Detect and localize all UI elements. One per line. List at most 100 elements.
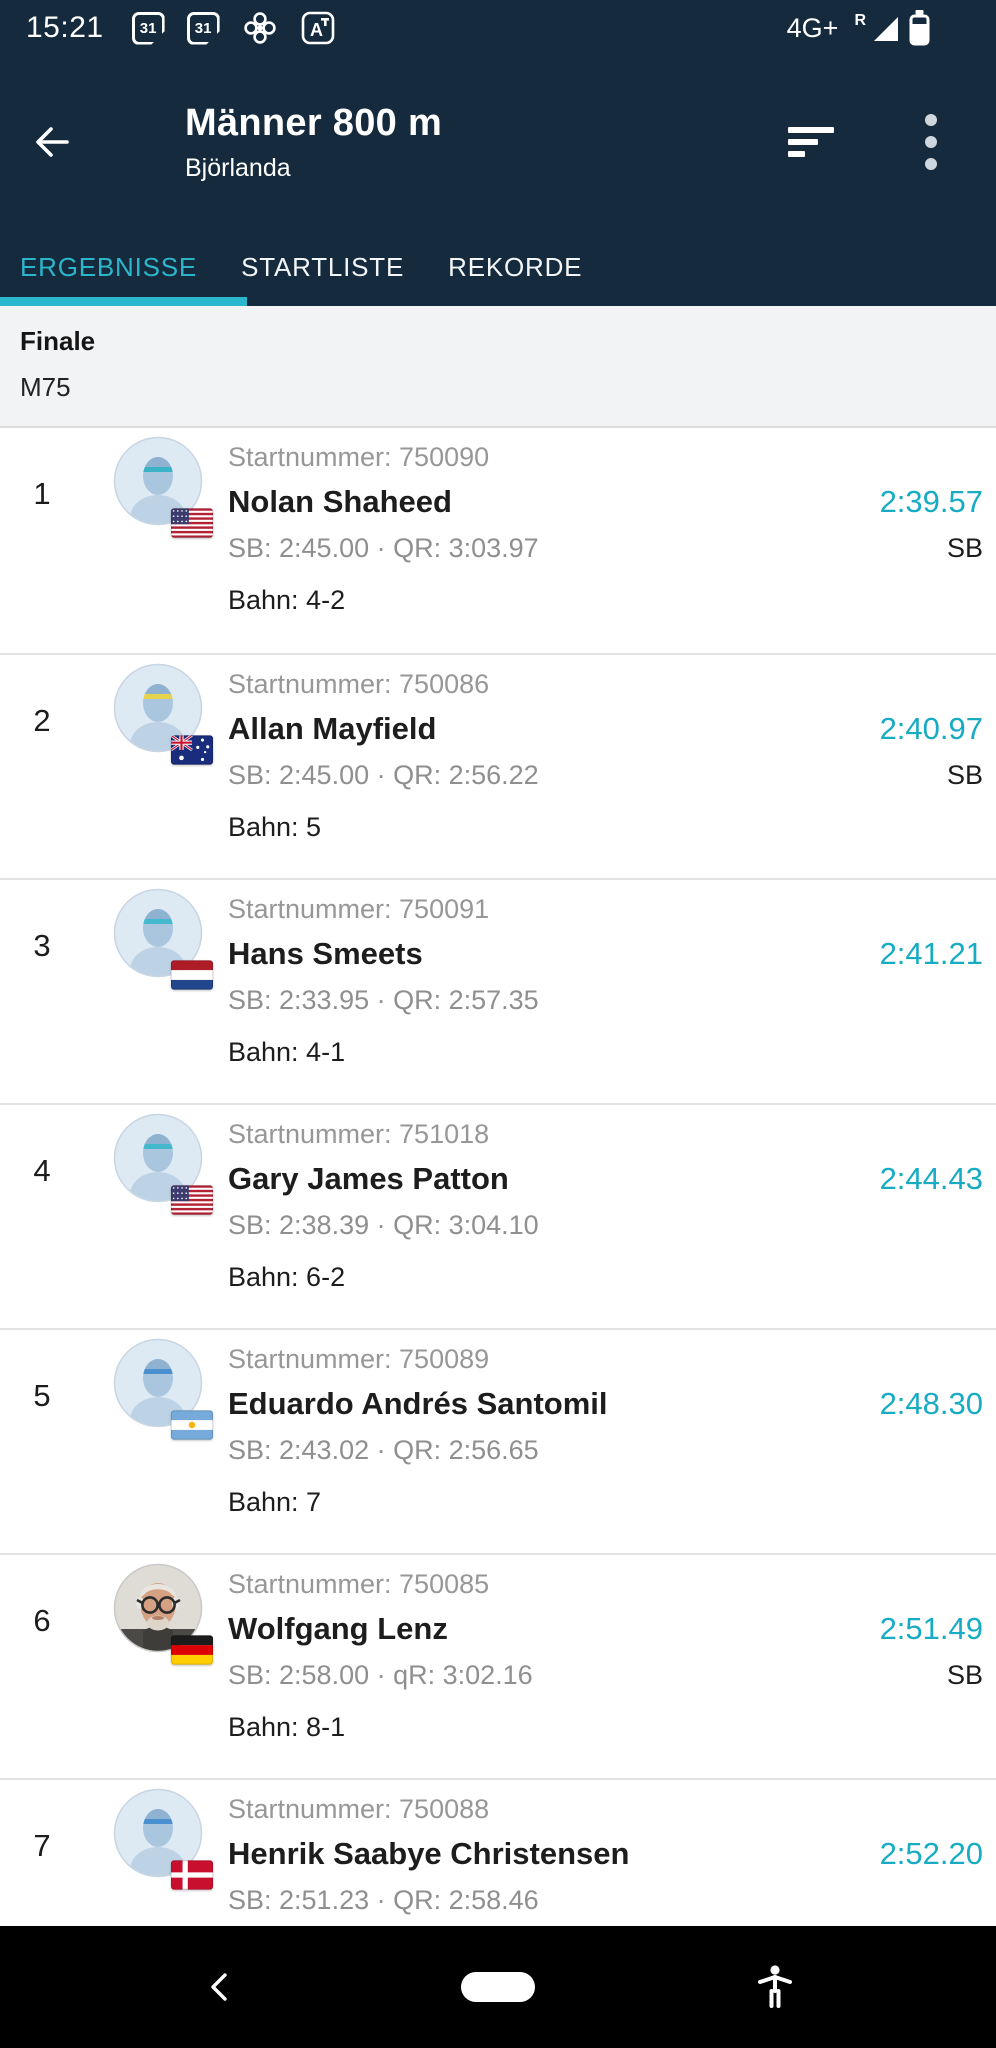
result-row[interactable]: 3 Startnummer: 750091 Hans Smeets 2:41.2… [0, 878, 996, 1103]
sb-qr-detail: SB: 2:43.02 · QR: 2:56.65 [228, 1435, 539, 1465]
lane: Bahn: 6-2 [228, 1262, 346, 1292]
lane: Bahn: 4-1 [228, 1037, 346, 1067]
avatar-image [113, 1338, 203, 1432]
country-flag-icon [171, 508, 213, 538]
start-number: Startnummer: 750089 [228, 1344, 490, 1374]
athlete-name: Allan Mayfield [228, 711, 437, 746]
result-row[interactable]: 2 Startnummer: 750086 Allan Mayfield 2:4… [0, 653, 996, 878]
tab-rekorde[interactable]: REKORDE [448, 251, 583, 282]
avatar-image [113, 1788, 203, 1882]
rank: 5 [33, 1378, 51, 1413]
start-number: Startnummer: 750085 [228, 1569, 490, 1599]
back-button[interactable] [24, 114, 80, 170]
app-bar: Männer 800 m Björlanda [0, 56, 996, 228]
tab-startliste[interactable]: STARTLISTE [241, 251, 405, 282]
time-note-badge: SB [946, 533, 983, 563]
rank: 3 [33, 928, 51, 963]
sb-qr-detail: SB: 2:45.00 · QR: 2:56.22 [228, 760, 539, 790]
translate-icon: A [300, 10, 336, 46]
lane: Bahn: 7 [228, 1487, 322, 1517]
time-note-badge: SB [946, 760, 983, 790]
result-time: 2:41.21 [879, 936, 983, 971]
athlete-avatar [113, 1338, 213, 1440]
sb-qr-detail: SB: 2:33.95 · QR: 2:57.35 [228, 985, 539, 1015]
sb-qr-detail: SB: 2:45.00 · QR: 3:03.97 [228, 533, 539, 563]
overflow-menu-button[interactable] [924, 113, 938, 171]
result-time: 2:51.49 [879, 1611, 983, 1646]
athlete-avatar [113, 1788, 213, 1890]
round-label: Finale [20, 326, 96, 356]
avatar-image [113, 663, 203, 757]
nav-accessibility-button[interactable] [755, 1964, 795, 2010]
sb-qr-detail: SB: 2:38.39 · QR: 3:04.10 [228, 1210, 539, 1240]
rank: 4 [33, 1153, 51, 1188]
rank: 2 [33, 703, 51, 738]
status-time: 15:21 [26, 11, 104, 44]
athlete-name: Hans Smeets [228, 936, 423, 971]
rank: 6 [33, 1603, 51, 1638]
result-row[interactable]: 7 Startnummer: 750088 Henrik Saabye Chri… [0, 1778, 996, 1926]
athlete-avatar [113, 1113, 213, 1215]
system-nav-bar [0, 1926, 996, 2048]
page-title: Männer 800 m [185, 101, 443, 144]
result-row[interactable]: 5 Startnummer: 750089 Eduardo Andrés San… [0, 1328, 996, 1553]
athlete-name: Eduardo Andrés Santomil [228, 1386, 608, 1421]
country-flag-icon [171, 960, 213, 990]
result-time: 2:40.97 [879, 711, 983, 746]
start-number: Startnummer: 750088 [228, 1794, 490, 1824]
result-time: 2:39.57 [879, 484, 983, 519]
avatar-image [113, 1113, 203, 1207]
avatar-image [113, 888, 203, 982]
active-tab-indicator [0, 297, 247, 306]
calendar-icon: 31 [186, 11, 220, 45]
country-flag-icon [171, 1410, 213, 1440]
sort-button[interactable] [788, 126, 836, 158]
section-header: Finale M75 [0, 306, 996, 428]
lane: Bahn: 4-2 [228, 585, 346, 615]
athlete-avatar [113, 436, 213, 538]
lane: Bahn: 8-1 [228, 1712, 346, 1742]
calendar-icon: 31 [131, 11, 165, 45]
country-flag-icon [171, 1635, 213, 1665]
roaming-indicator: R [854, 12, 866, 29]
rank: 1 [33, 476, 51, 511]
start-number: Startnummer: 750091 [228, 894, 490, 924]
start-number: Startnummer: 751018 [228, 1119, 490, 1149]
tab-ergebnisse[interactable]: ERGEBNISSE [20, 251, 198, 282]
athlete-avatar [113, 888, 213, 990]
result-row[interactable]: 6 Startnummer: 750085 Wolfgang Lenz 2:51… [0, 1553, 996, 1778]
result-time: 2:44.43 [879, 1161, 983, 1196]
battery-icon [909, 10, 930, 46]
athlete-name: Wolfgang Lenz [228, 1611, 448, 1646]
result-time: 2:48.30 [879, 1386, 983, 1421]
time-note-badge: SB [946, 1660, 983, 1690]
tab-bar: ERGEBNISSE STARTLISTE REKORDE [0, 228, 996, 306]
sb-qr-detail: SB: 2:51.23 · QR: 2:58.46 [228, 1885, 539, 1915]
result-row[interactable]: 4 Startnummer: 751018 Gary James Patton … [0, 1103, 996, 1328]
status-bar: 15:21 31 31 A 4G+ R [0, 0, 996, 56]
page-subtitle: Björlanda [185, 153, 291, 182]
svg-text:A: A [310, 20, 323, 40]
sb-qr-detail: SB: 2:58.00 · qR: 3:02.16 [228, 1660, 533, 1690]
nav-back-button[interactable] [205, 1970, 235, 2004]
country-flag-icon [171, 735, 213, 765]
start-number: Startnummer: 750086 [228, 669, 490, 699]
signal-icon [872, 15, 899, 42]
fan-icon [242, 10, 278, 46]
results-list: Finale M75 1 Startnummer: 750090 Nolan S… [0, 306, 996, 1926]
athlete-avatar [113, 663, 213, 765]
lane: Bahn: 5 [228, 812, 322, 842]
athlete-name: Henrik Saabye Christensen [228, 1836, 630, 1871]
age-class-label: M75 [20, 372, 71, 402]
athlete-name: Nolan Shaheed [228, 484, 452, 519]
avatar-image [113, 436, 203, 530]
rank: 7 [33, 1828, 51, 1863]
country-flag-icon [171, 1860, 213, 1890]
network-type: 4G+ [786, 12, 839, 43]
nav-home-button[interactable] [461, 1972, 535, 2002]
athlete-name: Gary James Patton [228, 1161, 509, 1196]
country-flag-icon [171, 1185, 213, 1215]
athlete-avatar [113, 1563, 213, 1665]
result-row[interactable]: 1 Startnummer: 750090 Nolan Shaheed 2:39… [0, 428, 996, 653]
